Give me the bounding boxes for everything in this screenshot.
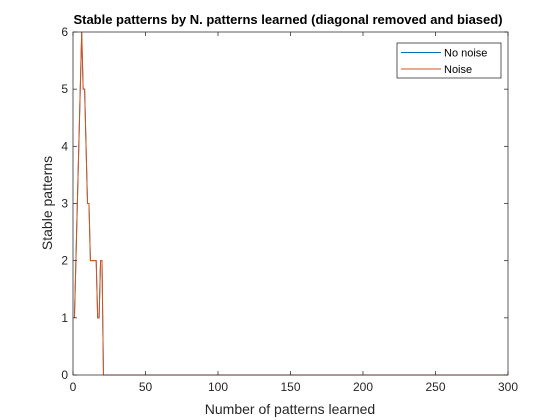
x-tick-label: 50 — [139, 380, 153, 394]
plot-area — [73, 32, 508, 375]
axes-layer: 0 50 100 150 200 250 300 0 1 2 3 4 5 6 — [61, 25, 518, 394]
y-tick-label: 4 — [61, 139, 68, 153]
legend-box — [396, 42, 502, 79]
legend-label-no-noise: No noise — [444, 48, 487, 60]
legend-label-noise: Noise — [444, 64, 472, 76]
y-axis-label: Stable patterns — [39, 156, 55, 250]
y-tick-label: 0 — [61, 368, 68, 382]
x-tick-label: 150 — [280, 380, 300, 394]
x-tick-label: 200 — [353, 380, 373, 394]
y-tick-label: 1 — [61, 311, 68, 325]
x-tick-label: 0 — [70, 380, 77, 394]
legend: No noise Noise — [396, 42, 502, 79]
y-tick-label: 5 — [61, 82, 68, 96]
y-tick-label: 2 — [61, 254, 68, 268]
x-tick-label: 300 — [498, 380, 518, 394]
y-tick-label: 6 — [61, 25, 68, 39]
x-tick-label: 100 — [208, 380, 228, 394]
x-tick-label: 250 — [425, 380, 445, 394]
y-tick-label: 3 — [61, 197, 68, 211]
x-axis-label: Number of patterns learned — [205, 401, 375, 417]
chart-title: Stable patterns by N. patterns learned (… — [73, 12, 502, 27]
